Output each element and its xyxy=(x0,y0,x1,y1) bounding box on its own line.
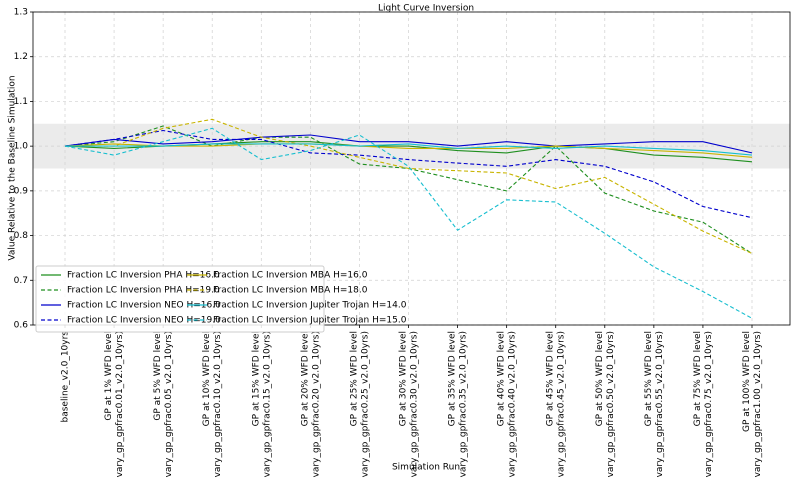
x-tick-label: GP at 30% WFD level xyxy=(399,331,409,426)
x-axis-label: Simulation Run xyxy=(392,463,460,473)
y-tick-label: 1.1 xyxy=(14,97,28,107)
legend-label: Fraction LC Inversion PHA H=19.0 xyxy=(67,286,220,296)
x-tick-label: GP at 10% WFD level xyxy=(202,331,212,426)
x-tick-label: GP at 75% WFD level xyxy=(693,331,703,426)
x-tick-label: GP at 35% WFD level xyxy=(448,331,458,426)
y-tick-label: 1.0 xyxy=(14,142,29,152)
y-tick-label: 1.3 xyxy=(14,8,28,18)
y-tick-label: 0.6 xyxy=(14,321,29,331)
legend-label: Fraction LC Inversion PHA H=16.0 xyxy=(67,271,220,281)
x-tick-label: (vary_gp_gpfrac0.75_v2.0_10yrs) xyxy=(704,331,714,478)
x-tick-label: (vary_gp_gpfrac0.40_v2.0_10yrs) xyxy=(508,331,518,478)
legend-label: Fraction LC Inversion NEO H=19.0 xyxy=(67,316,221,326)
x-tick-label: GP at 100% WFD level xyxy=(742,331,752,432)
x-tick-label: (vary_gp_gpfrac0.45_v2.0_10yrs) xyxy=(557,331,567,478)
x-tick-label: (vary_gp_gpfrac0.25_v2.0_10yrs) xyxy=(360,331,370,478)
x-tick-label: GP at 20% WFD level xyxy=(300,331,310,426)
y-tick-label: 0.9 xyxy=(14,186,29,196)
x-tick-label: GP at 15% WFD level xyxy=(251,331,261,426)
x-tick-label: (vary_gp_gpfrac0.50_v2.0_10yrs) xyxy=(606,331,616,478)
x-tick-label: GP at 50% WFD level xyxy=(595,331,605,426)
x-tick-label: (vary_gp_gpfrac0.01_v2.0_10yrs) xyxy=(115,331,125,478)
legend-label: Fraction LC Inversion MBA H=16.0 xyxy=(213,271,368,281)
legend-label: Fraction LC Inversion NEO H=16.0 xyxy=(67,301,221,311)
series-line xyxy=(64,143,753,158)
x-tick-label: (vary_gp_gpfrac1.00_v2.0_10yrs) xyxy=(753,331,763,478)
x-tick-label: (vary_gp_gpfrac0.05_v2.0_10yrs) xyxy=(164,331,174,478)
legend-label: Fraction LC Inversion Jupiter Trojan H=1… xyxy=(213,316,407,326)
series-line xyxy=(64,127,753,319)
x-tick-label: GP at 40% WFD level xyxy=(497,331,507,426)
series-line xyxy=(65,143,753,156)
y-tick-label: 0.8 xyxy=(14,231,29,241)
x-tick-label: (vary_gp_gpfrac0.15_v2.0_10yrs) xyxy=(262,331,272,478)
series-line xyxy=(65,118,753,255)
x-tick-label: (vary_gp_gpfrac0.30_v2.0_10yrs) xyxy=(410,331,420,478)
x-tick-label: (vary_gp_gpfrac0.20_v2.0_10yrs) xyxy=(311,331,321,478)
x-tick-label: (vary_gp_gpfrac0.55_v2.0_10yrs) xyxy=(655,331,665,478)
chart-title: Light Curve Inversion xyxy=(378,4,474,14)
y-tick-label: 0.7 xyxy=(14,276,28,286)
plot-frame xyxy=(32,11,791,326)
series-line xyxy=(64,129,753,219)
y-tick-label: 1.2 xyxy=(14,52,28,62)
x-tick-label: GP at 5% WFD level xyxy=(153,331,163,421)
x-tick-label: (vary_gp_gpfrac0.35_v2.0_10yrs) xyxy=(459,331,469,478)
x-tick-label: (vary_gp_gpfrac0.10_v2.0_10yrs) xyxy=(213,331,223,478)
x-tick-label: baseline_v2.0_10yrs xyxy=(61,331,71,423)
y-axis-label: Value Relative to the Baseline Simulatio… xyxy=(8,75,18,260)
legend-label: Fraction LC Inversion Jupiter Trojan H=1… xyxy=(213,301,407,311)
legend-box xyxy=(35,265,325,333)
legend-label: Fraction LC Inversion MBA H=18.0 xyxy=(213,286,368,296)
x-tick-label: GP at 1% WFD level xyxy=(104,331,114,421)
series-line xyxy=(64,134,753,154)
x-tick-label: GP at 55% WFD level xyxy=(644,331,654,426)
x-tick-label: GP at 45% WFD level xyxy=(546,331,556,426)
x-tick-label: GP at 25% WFD level xyxy=(349,331,359,426)
